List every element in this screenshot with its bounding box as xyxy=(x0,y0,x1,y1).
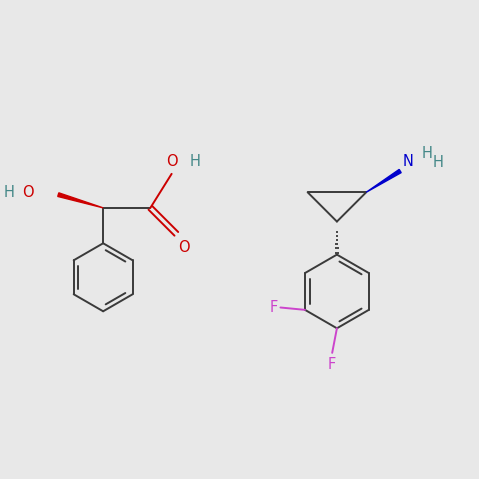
Text: O: O xyxy=(166,154,177,169)
Text: O: O xyxy=(178,240,190,254)
Text: F: F xyxy=(269,300,278,315)
Text: N: N xyxy=(403,154,414,169)
Text: O: O xyxy=(22,185,34,200)
Polygon shape xyxy=(58,193,103,208)
Text: H: H xyxy=(433,155,443,170)
Text: H: H xyxy=(422,146,433,160)
Text: H: H xyxy=(4,185,15,200)
Text: H: H xyxy=(190,154,200,169)
Polygon shape xyxy=(366,170,401,192)
Text: F: F xyxy=(328,357,336,372)
